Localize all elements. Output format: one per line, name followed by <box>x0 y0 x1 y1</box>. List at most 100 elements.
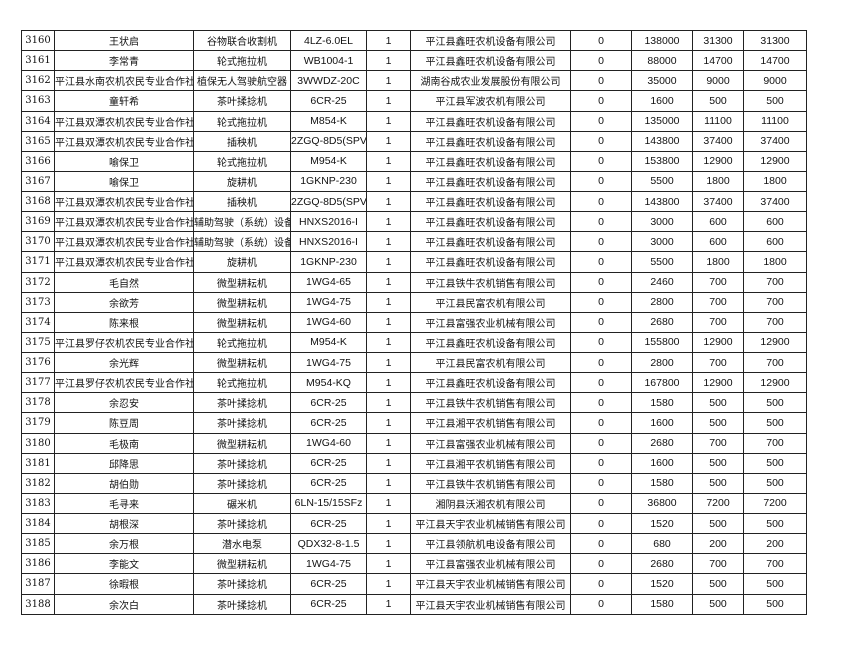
buyer-name-cell: 平江县双潭农机农民专业合作社 <box>54 190 194 213</box>
quantity-cell: 1 <box>366 472 411 494</box>
sale-price-cell: 2800 <box>631 291 693 313</box>
dealer-cell: 平江县天宇农业机械销售有限公司 <box>410 573 571 595</box>
table-row: 3178 余忍安 茶叶揉捻机 6CR-25 1 平江县铁牛农机销售有限公司 0 1580 500… <box>21 392 807 414</box>
buyer-name-cell: 喻保卫 <box>54 170 194 193</box>
zero-value-cell: 0 <box>570 29 632 52</box>
total-subsidy-cell: 500 <box>743 392 807 414</box>
quantity-cell: 1 <box>366 90 411 112</box>
total-subsidy-cell: 200 <box>743 533 807 555</box>
machine-type-cell: 轮式拖拉机 <box>193 150 291 172</box>
table-row: 3165平江县双潭农机农民专业合作社插秧机2ZGQ-8D5(SPV-8C2)1平… <box>21 130 807 152</box>
model-cell: HNXS2016-I <box>290 211 367 233</box>
row-number-cell: 3161 <box>21 50 55 72</box>
dealer-cell: 平江县湘平农机销售有限公司 <box>410 412 571 434</box>
row-number-cell: 3180 <box>21 432 55 454</box>
table-row: 3169 平江县双潭农机农民专业合作社 辅助驾驶（系统）设备 HNXS2016-I 1 平… <box>21 211 807 233</box>
total-subsidy-cell: 1800 <box>743 170 807 193</box>
zero-value-cell: 0 <box>570 271 632 293</box>
table-row: 3171 平江县双潭农机农民专业合作社 旋耕机 1GKNP-230 1 平江县鑫旺农机设备… <box>21 251 807 273</box>
sale-price-cell: 155800 <box>631 331 693 354</box>
quantity-cell: 1 <box>366 211 411 233</box>
dealer-cell: 平江县铁牛农机销售有限公司 <box>410 472 571 494</box>
sale-price-cell: 36800 <box>631 492 693 515</box>
model-cell: 2ZGQ-8D5(SPV-8C2) <box>290 130 367 152</box>
zero-value-cell: 0 <box>570 593 632 615</box>
row-number-cell: 3162 <box>21 70 55 92</box>
model-cell: 6CR-25 <box>290 392 367 414</box>
table-row: 3170 平江县双潭农机农民专业合作社 辅助驾驶（系统）设备 HNXS2016-I 1 平… <box>21 231 807 253</box>
zero-value-cell: 0 <box>570 432 632 454</box>
buyer-name-cell: 陈来根 <box>54 311 194 333</box>
total-subsidy-cell: 12900 <box>743 372 807 394</box>
row-number-cell: 3167 <box>21 170 55 193</box>
dealer-cell: 平江县鑫旺农机设备有限公司 <box>410 50 571 72</box>
central-subsidy-cell: 600 <box>692 231 744 253</box>
buyer-name-cell: 毛寻来 <box>54 492 194 515</box>
sale-price-cell: 5500 <box>631 170 693 193</box>
dealer-cell: 湘阴县沃湘农机有限公司 <box>410 492 571 515</box>
row-number-cell: 3183 <box>21 492 55 515</box>
model-cell: QDX32-8-1.5 <box>290 533 367 555</box>
zero-value-cell: 0 <box>570 170 632 193</box>
quantity-cell: 1 <box>366 492 411 515</box>
total-subsidy-cell: 700 <box>743 432 807 454</box>
total-subsidy-cell: 7200 <box>743 492 807 515</box>
buyer-name-cell: 余光辉 <box>54 351 194 374</box>
zero-value-cell: 0 <box>570 553 632 575</box>
machine-type-cell: 茶叶揉捻机 <box>193 392 291 414</box>
quantity-cell: 1 <box>366 251 411 273</box>
sale-price-cell: 1520 <box>631 512 693 535</box>
quantity-cell: 1 <box>366 271 411 293</box>
dealer-cell: 平江县鑫旺农机设备有限公司 <box>410 29 571 52</box>
central-subsidy-cell: 500 <box>692 593 744 615</box>
quantity-cell: 1 <box>366 331 411 354</box>
quantity-cell: 1 <box>366 291 411 313</box>
buyer-name-cell: 平江县双潭农机农民专业合作社 <box>54 211 194 233</box>
table-row: 3188 余次白 茶叶揉捻机 6CR-25 1 平江县天宇农业机械销售有限公司 0 1580 5… <box>21 593 807 615</box>
row-number-cell: 3186 <box>21 553 55 575</box>
zero-value-cell: 0 <box>570 231 632 253</box>
buyer-name-cell: 毛极南 <box>54 432 194 454</box>
model-cell: WB1004-1 <box>290 50 367 72</box>
machine-type-cell: 辅助驾驶（系统）设备 <box>193 231 291 253</box>
machine-type-cell: 微型耕耘机 <box>193 351 291 374</box>
central-subsidy-cell: 12900 <box>692 150 744 172</box>
machine-type-cell: 潜水电泵 <box>193 533 291 555</box>
buyer-name-cell: 余忍安 <box>54 392 194 414</box>
machine-type-cell: 谷物联合收割机 <box>193 29 291 52</box>
dealer-cell: 平江县铁牛农机销售有限公司 <box>410 271 571 293</box>
model-cell: 1WG4-75 <box>290 351 367 374</box>
total-subsidy-cell: 11100 <box>743 110 807 132</box>
model-cell: 1WG4-65 <box>290 271 367 293</box>
buyer-name-cell: 邱降思 <box>54 452 194 474</box>
sale-price-cell: 5500 <box>631 251 693 273</box>
total-subsidy-cell: 9000 <box>743 70 807 92</box>
zero-value-cell: 0 <box>570 452 632 474</box>
buyer-name-cell: 喻保卫 <box>54 150 194 172</box>
row-number-cell: 3164 <box>21 110 55 132</box>
row-number-cell: 3171 <box>21 251 55 273</box>
table-row: 3164 平江县双潭农机农民专业合作社 轮式拖拉机 M854-K 1 平江县鑫旺农机设备有… <box>21 110 807 132</box>
buyer-name-cell: 平江县水南农机农民专业合作社 <box>54 70 194 92</box>
sale-price-cell: 2680 <box>631 311 693 333</box>
dealer-cell: 平江县民富农机有限公司 <box>410 351 571 374</box>
sale-price-cell: 2460 <box>631 271 693 293</box>
model-cell: 2ZGQ-8D5(SPV-8C2) <box>290 190 367 213</box>
buyer-name-cell: 胡伯勋 <box>54 472 194 494</box>
model-cell: 1GKNP-230 <box>290 251 367 273</box>
buyer-name-cell: 平江县双潭农机农民专业合作社 <box>54 251 194 273</box>
table-row: 3180 毛极南 微型耕耘机 1WG4-60 1 平江县富强农业机械有限公司 0 2680 70… <box>21 432 807 454</box>
total-subsidy-cell: 700 <box>743 351 807 374</box>
total-subsidy-cell: 500 <box>743 452 807 474</box>
table-body: 3160 王状启 谷物联合收割机 4LZ-6.0EL 1 平江县鑫旺农机设备有限公司 0 13… <box>21 29 807 615</box>
zero-value-cell: 0 <box>570 251 632 273</box>
total-subsidy-cell: 600 <box>743 211 807 233</box>
quantity-cell: 1 <box>366 593 411 615</box>
model-cell: M954-K <box>290 331 367 354</box>
quantity-cell: 1 <box>366 432 411 454</box>
sale-price-cell: 135000 <box>631 110 693 132</box>
model-cell: 6CR-25 <box>290 573 367 595</box>
buyer-name-cell: 王状启 <box>54 29 194 52</box>
model-cell: 6CR-25 <box>290 512 367 535</box>
quantity-cell: 1 <box>366 150 411 172</box>
